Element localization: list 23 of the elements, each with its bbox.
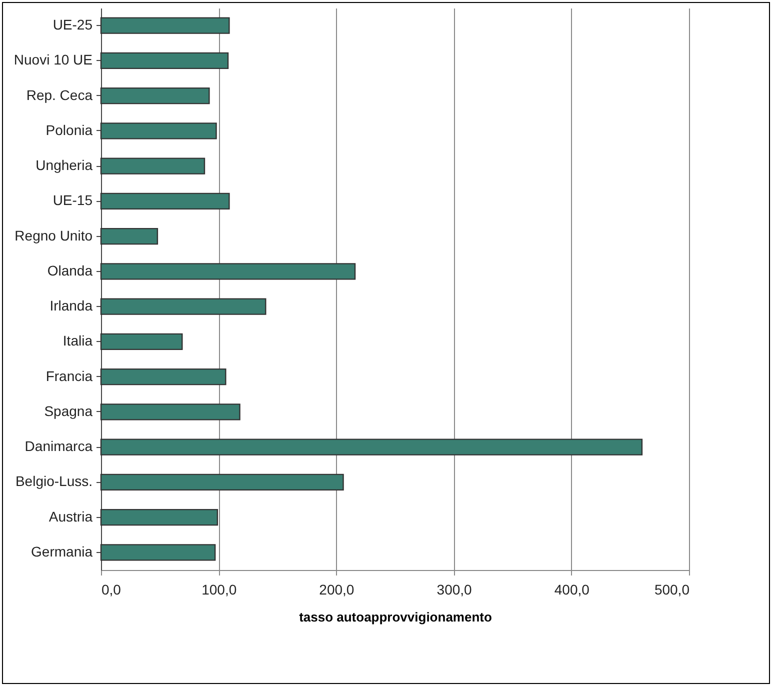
y-tick-label: Italia: [62, 332, 93, 349]
y-tick-label: Ungheria: [36, 157, 93, 174]
y-tick-label: Belgio-Luss.: [15, 473, 92, 490]
y-tick-label: Germania: [31, 543, 93, 560]
y-tick-label: Polonia: [46, 122, 93, 138]
y-tick-label: Irlanda: [50, 298, 93, 314]
y-tick-label: Danimarca: [24, 438, 93, 454]
y-tick-label: Olanda: [47, 262, 93, 278]
y-tick-label: Nuovi 10 UE: [14, 52, 92, 68]
y-tick-label: UE-15: [52, 192, 93, 208]
y-tick-label: Regno Unito: [14, 227, 93, 244]
y-tick-label: UE-25: [52, 16, 93, 33]
x-tick-label: 200,0: [319, 582, 354, 598]
x-tick-label: 300,0: [436, 582, 472, 598]
x-tick-label: 100,0: [202, 582, 237, 598]
y-tick-label: Austria: [48, 508, 93, 524]
x-axis-title: tasso autoapprovvigionamento: [299, 610, 492, 624]
x-tick-label: 500,0: [654, 582, 690, 598]
y-tick-label: Francia: [46, 368, 93, 384]
x-tick-label: 0,0: [102, 582, 122, 598]
x-tick-label: 400,0: [554, 582, 590, 598]
y-tick-label: Rep. Ceca: [26, 86, 93, 103]
y-tick-label: Spagna: [44, 402, 93, 419]
